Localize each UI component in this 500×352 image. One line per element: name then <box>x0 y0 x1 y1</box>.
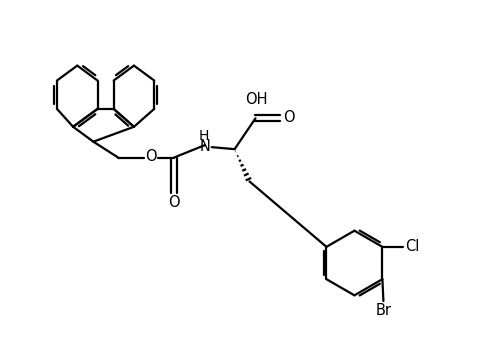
Text: Br: Br <box>376 302 392 318</box>
Text: OH: OH <box>244 92 267 107</box>
Text: Cl: Cl <box>405 239 419 254</box>
Text: O: O <box>145 149 157 164</box>
Text: H: H <box>199 129 209 143</box>
Text: O: O <box>168 195 179 210</box>
Text: O: O <box>283 110 294 125</box>
Text: N: N <box>200 139 210 154</box>
